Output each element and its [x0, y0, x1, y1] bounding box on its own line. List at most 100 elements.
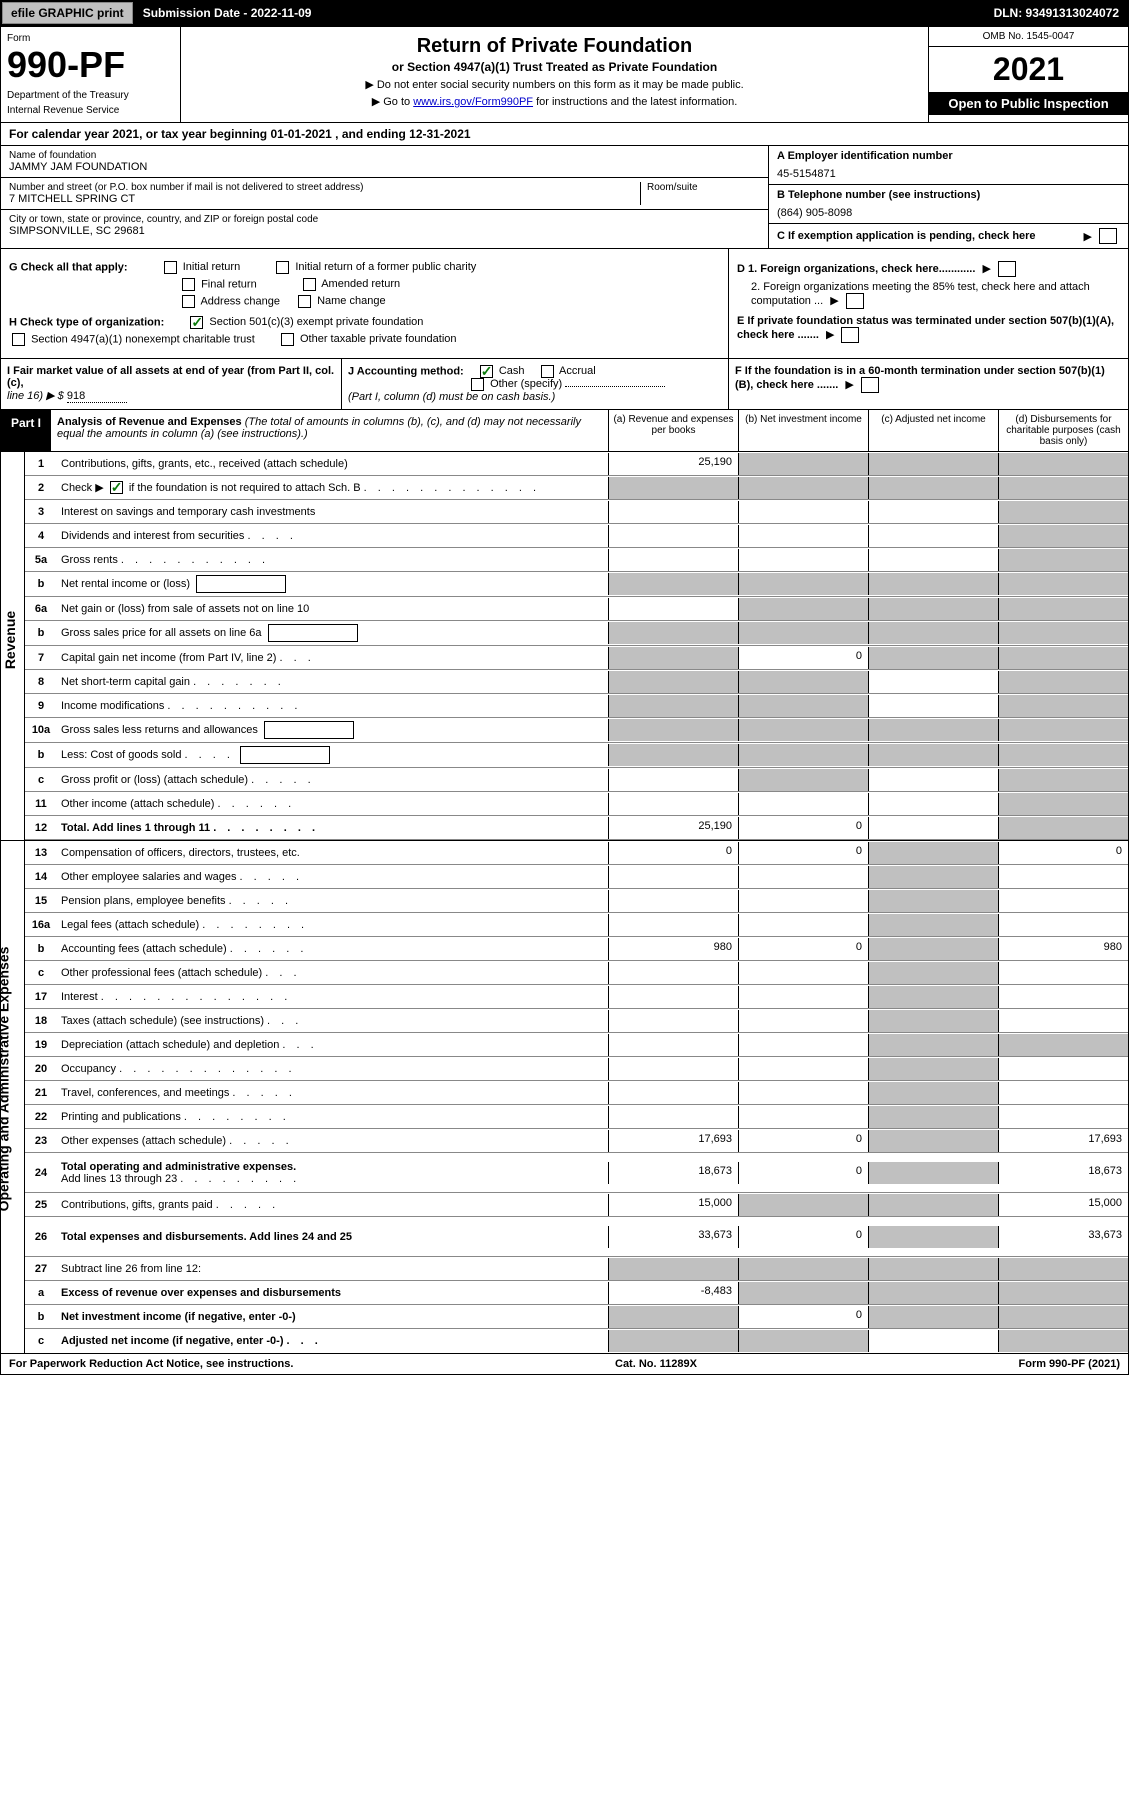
e-label: E If private foundation status was termi… — [737, 315, 1114, 341]
501c3-checkbox[interactable] — [190, 316, 203, 329]
opt-amended: Amended return — [321, 278, 400, 290]
irs-link[interactable]: www.irs.gov/Form990PF — [413, 96, 533, 108]
exemption-checkbox[interactable] — [1099, 228, 1117, 244]
line-21-d — [998, 1082, 1128, 1104]
line-24-c — [868, 1162, 998, 1184]
footer-mid: Cat. No. 11289X — [615, 1358, 697, 1370]
f-checkbox[interactable] — [861, 377, 879, 393]
line-10c-d — [998, 769, 1128, 791]
line-24-a: 18,673 — [608, 1162, 738, 1184]
line-15-d — [998, 890, 1128, 912]
city-label: City or town, state or province, country… — [9, 214, 760, 225]
form-header: Form 990-PF Department of the Treasury I… — [0, 26, 1129, 123]
instruction-2: ▶ Go to www.irs.gov/Form990PF for instru… — [189, 95, 920, 108]
line-3-b — [738, 501, 868, 523]
form-title: Return of Private Foundation — [189, 35, 920, 58]
line-14-num: 14 — [25, 869, 57, 885]
line-5a-a — [608, 549, 738, 571]
dept-treasury: Department of the Treasury — [7, 90, 174, 101]
i-line16: line 16) ▶ $ — [7, 390, 64, 402]
open-to-public: Open to Public Inspection — [929, 92, 1128, 115]
line-21-c — [868, 1082, 998, 1104]
phone-value: (864) 905-8098 — [777, 207, 1120, 219]
check-section-g: G Check all that apply: Initial return I… — [0, 249, 1129, 359]
opt-name: Name change — [317, 295, 386, 307]
line-14-d — [998, 866, 1128, 888]
line-24-num: 24 — [25, 1165, 57, 1181]
part1-badge: Part I — [1, 410, 51, 451]
line-19-c — [868, 1034, 998, 1056]
line-23-desc: Other expenses (attach schedule) . . . .… — [57, 1132, 608, 1150]
address-change-checkbox[interactable] — [182, 295, 195, 308]
line-1-d — [998, 453, 1128, 475]
line-25-desc: Contributions, gifts, grants paid . . . … — [57, 1196, 608, 1214]
other-method-checkbox[interactable] — [471, 378, 484, 391]
line-16c-num: c — [25, 965, 57, 981]
line-10c-c — [868, 769, 998, 791]
cash-checkbox[interactable] — [480, 365, 493, 378]
line-16c-c — [868, 962, 998, 984]
opt-final: Final return — [201, 278, 257, 290]
line-18-num: 18 — [25, 1013, 57, 1029]
line-10b-c — [868, 744, 998, 766]
line-12-a: 25,190 — [608, 817, 738, 839]
line-26-num: 26 — [25, 1229, 57, 1245]
ijf-row: I Fair market value of all assets at end… — [0, 359, 1129, 410]
line-27a-a: -8,483 — [608, 1282, 738, 1304]
line-26-desc: Total expenses and disbursements. Add li… — [57, 1228, 608, 1246]
instr2-post: for instructions and the latest informat… — [533, 96, 737, 108]
d2-checkbox[interactable] — [846, 293, 864, 309]
line-27-a — [608, 1258, 738, 1280]
line-18-d — [998, 1010, 1128, 1032]
name-change-checkbox[interactable] — [298, 295, 311, 308]
amended-checkbox[interactable] — [303, 278, 316, 291]
col-a-header: (a) Revenue and expenses per books — [608, 410, 738, 451]
other-taxable-checkbox[interactable] — [281, 333, 294, 346]
line-2-a — [608, 477, 738, 499]
g-label: G Check all that apply: — [9, 261, 128, 273]
j-label: J Accounting method: — [348, 365, 464, 377]
line-27a-c — [868, 1282, 998, 1304]
line-25-a: 15,000 — [608, 1194, 738, 1216]
e-checkbox[interactable] — [841, 327, 859, 343]
line-17-desc: Interest . . . . . . . . . . . . . . — [57, 988, 608, 1006]
line-1-a: 25,190 — [608, 453, 738, 475]
line-7-b: 0 — [738, 647, 868, 669]
expenses-side-label: Operating and Administrative Expenses — [0, 947, 11, 1212]
line-21-num: 21 — [25, 1085, 57, 1101]
schb-checkbox[interactable] — [110, 481, 123, 494]
line-14-b — [738, 866, 868, 888]
topbar: efile GRAPHIC print Submission Date - 20… — [0, 0, 1129, 26]
line-11-num: 11 — [25, 796, 57, 812]
line-27c-a — [608, 1330, 738, 1352]
line-12-b: 0 — [738, 817, 868, 839]
initial-return-checkbox[interactable] — [164, 261, 177, 274]
line-24-d: 18,673 — [998, 1162, 1128, 1184]
line-13-c — [868, 842, 998, 864]
line-2-c — [868, 477, 998, 499]
4947-checkbox[interactable] — [12, 333, 25, 346]
line-23-d: 17,693 — [998, 1130, 1128, 1152]
line-10c-a — [608, 769, 738, 791]
submission-date: Submission Date - 2022-11-09 — [135, 3, 320, 23]
line-8-d — [998, 671, 1128, 693]
line-27-c — [868, 1258, 998, 1280]
line-14-c — [868, 866, 998, 888]
line-10a-a — [608, 719, 738, 741]
efile-print-button[interactable]: efile GRAPHIC print — [2, 2, 133, 24]
final-return-checkbox[interactable] — [182, 278, 195, 291]
line-27c-desc: Adjusted net income (if negative, enter … — [57, 1332, 608, 1350]
line-11-c — [868, 793, 998, 815]
line-23-b: 0 — [738, 1130, 868, 1152]
accrual-checkbox[interactable] — [541, 365, 554, 378]
line-9-b — [738, 695, 868, 717]
city-state-zip: SIMPSONVILLE, SC 29681 — [9, 225, 760, 237]
line-5b-a — [608, 573, 738, 595]
initial-former-checkbox[interactable] — [276, 261, 289, 274]
line-26-c — [868, 1226, 998, 1248]
opt-cash: Cash — [499, 365, 525, 377]
line-5b-d — [998, 573, 1128, 595]
d1-checkbox[interactable] — [998, 261, 1016, 277]
line-20-num: 20 — [25, 1061, 57, 1077]
instr2-pre: ▶ Go to — [372, 96, 413, 108]
